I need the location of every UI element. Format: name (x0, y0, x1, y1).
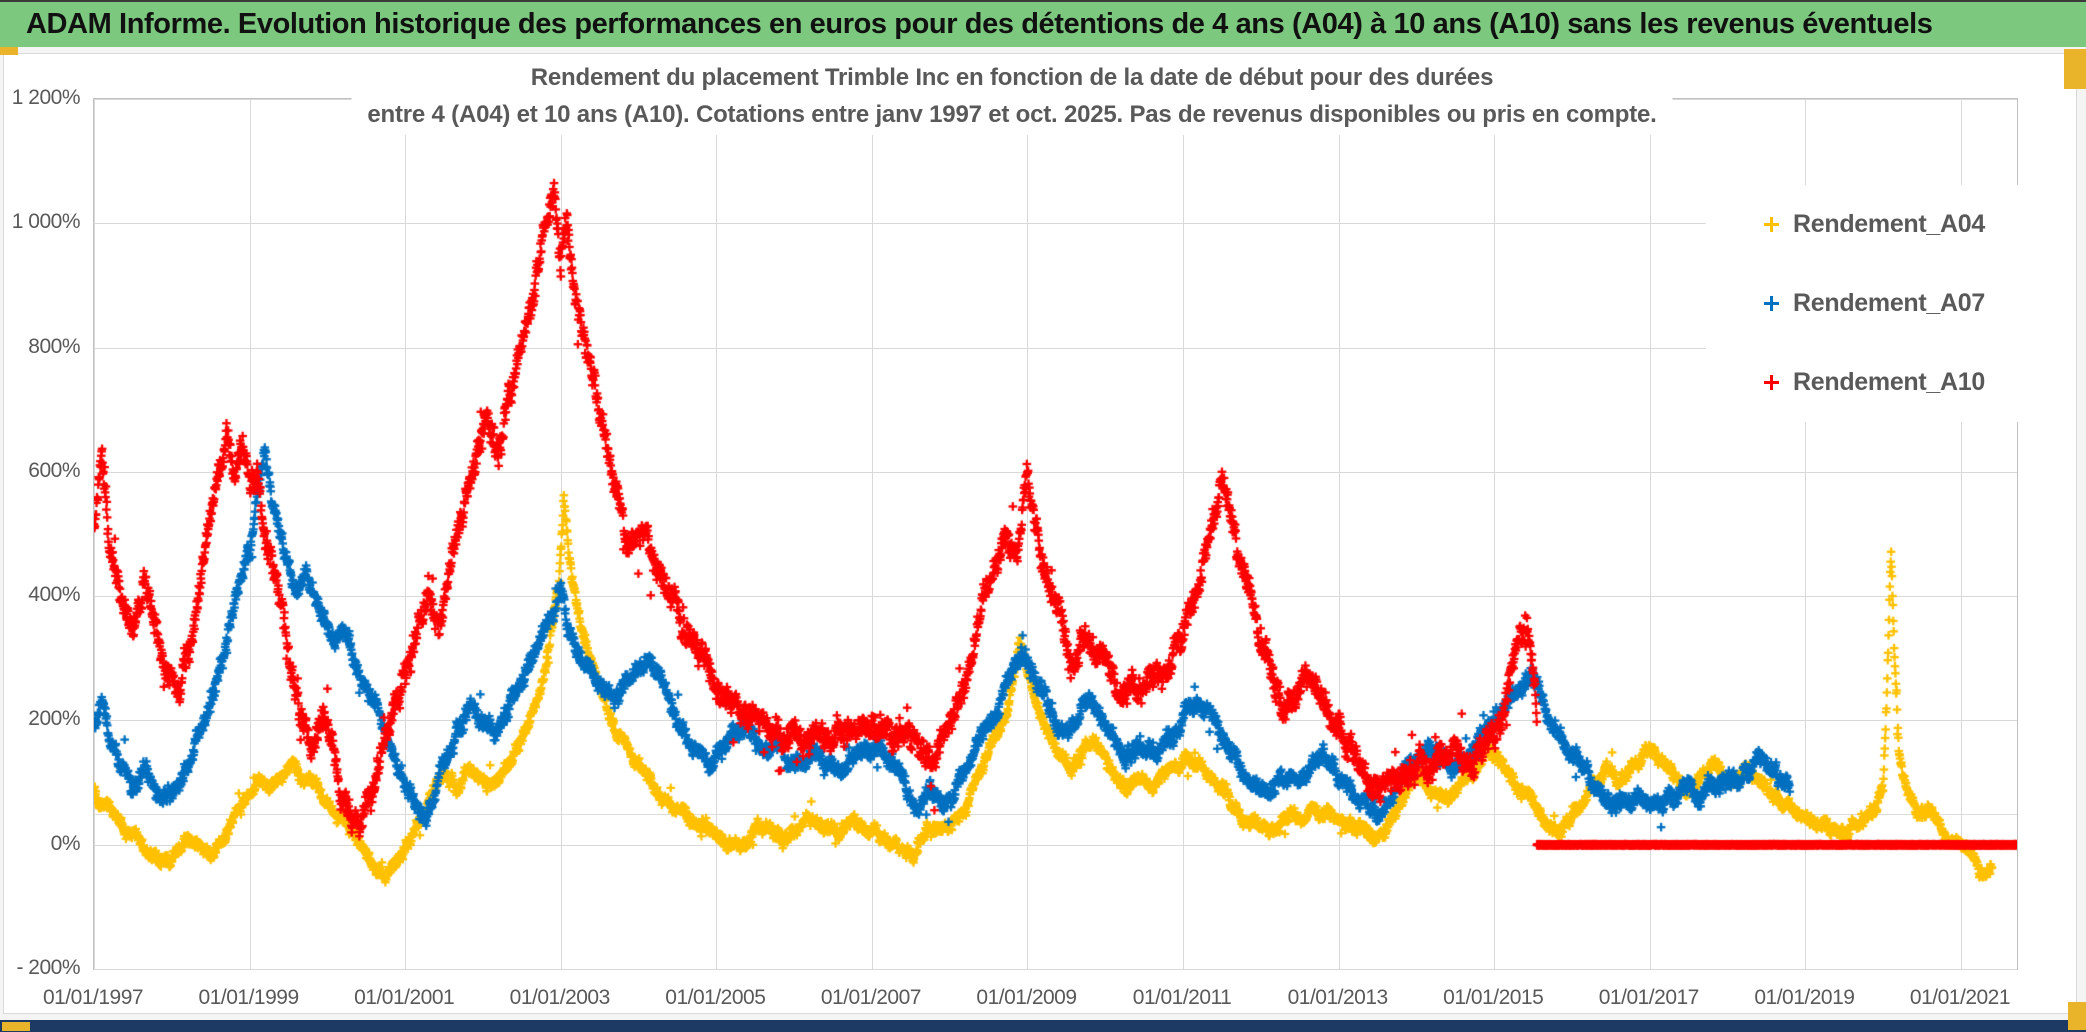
x-tick-label: 01/01/2007 (820, 986, 922, 1009)
x-tick-label: 01/01/2015 (1443, 986, 1544, 1009)
page-title: ADAM Informe. Evolution historique des p… (26, 8, 1933, 40)
x-tick-label: 01/01/2011 (1132, 986, 1232, 1009)
y-tick-label: - 200% (16, 956, 80, 979)
chart-title-line2: entre 4 (A04) et 10 ans (A10). Cotations… (367, 101, 1657, 128)
legend: Rendement_A04 Rendement_A07 Rendement_A1… (1706, 185, 2018, 422)
yellow-accent-top-left (0, 47, 18, 55)
x-tick-label: 01/01/2009 (976, 986, 1077, 1009)
legend-label: Rendement_A07 (1793, 289, 1985, 317)
y-tick-label: 400% (28, 583, 80, 607)
x-tick-label: 01/01/2021 (1909, 986, 2011, 1009)
x-tick-label: 01/01/2005 (665, 986, 766, 1009)
x-tick-label: 01/01/2013 (1287, 986, 1389, 1009)
y-tick-label: 0% (50, 831, 81, 855)
y-tick-label: 600% (28, 458, 80, 482)
x-tick-label: 01/01/2019 (1754, 986, 1855, 1009)
yellow-accent-footer (2, 1022, 30, 1031)
x-tick-label: 01/01/2017 (1598, 986, 1700, 1009)
y-axis: 1 200% 1 000% 800% 600% 400% 200% 0% - 200% (4, 86, 86, 979)
x-tick-label: 01/01/1997 (42, 986, 144, 1009)
plus-marker-icon (1764, 296, 1779, 311)
chart-area[interactable]: Rendement du placement Trimble Inc en fo… (3, 53, 2077, 1014)
chart-title: Rendement du placement Trimble Inc en fo… (351, 59, 1673, 135)
y-tick-label: 200% (28, 707, 80, 731)
yellow-accent-bottom-right (2068, 1002, 2086, 1030)
plus-marker-icon (1764, 217, 1779, 232)
chart-title-line1: Rendement du placement Trimble Inc en fo… (530, 64, 1494, 91)
legend-item-a10[interactable]: Rendement_A10 (1706, 343, 2018, 422)
h-gridline (94, 969, 2017, 970)
legend-label: Rendement_A10 (1793, 368, 1985, 396)
header-bar: ADAM Informe. Evolution historique des p… (0, 0, 2086, 47)
x-tick-label: 01/01/2001 (354, 986, 455, 1009)
footer-bar (0, 1020, 2086, 1032)
plot-area (93, 98, 2018, 970)
legend-item-a04[interactable]: Rendement_A04 (1706, 185, 2018, 264)
legend-label: Rendement_A04 (1793, 210, 1985, 238)
x-tick-label: 01/01/2003 (509, 986, 611, 1009)
y-tick-label: 1 000% (11, 210, 81, 234)
plus-marker-icon (1764, 375, 1779, 390)
scatter-canvas (94, 99, 2017, 969)
x-axis: 01/01/1997 01/01/1999 01/01/2001 01/01/2003… (43, 980, 2016, 1012)
yellow-accent-top-right (2064, 49, 2086, 89)
y-tick-label: 800% (28, 334, 80, 358)
y-tick-label: 1 200% (11, 86, 81, 109)
x-tick-label: 01/01/1999 (198, 986, 300, 1009)
legend-item-a07[interactable]: Rendement_A07 (1706, 264, 2018, 343)
